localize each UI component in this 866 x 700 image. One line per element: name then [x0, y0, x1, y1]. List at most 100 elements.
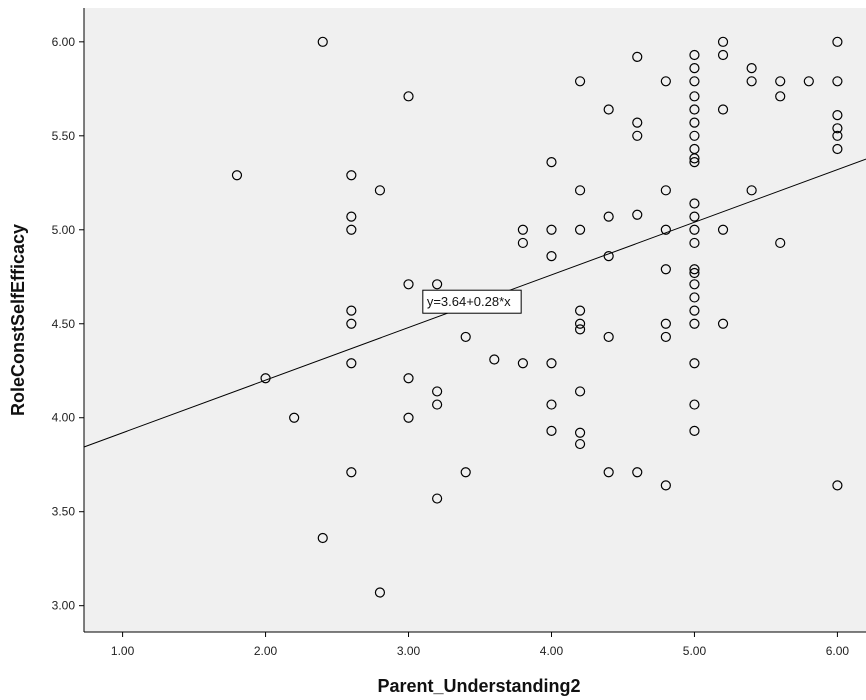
data-point: [574, 318, 586, 329]
data-point: [574, 386, 586, 397]
data-point: [546, 224, 557, 235]
x-tick-label: 4.00: [540, 644, 564, 658]
data-point: [660, 224, 671, 235]
data-point: [660, 76, 671, 87]
axes-layer: [83, 8, 866, 633]
data-point: [660, 185, 671, 196]
y-axis-title: RoleConstSelfEfficacy: [8, 224, 28, 416]
plot-background: [84, 8, 866, 632]
data-point: [775, 91, 786, 102]
y-tick-label: 4.50: [52, 317, 76, 331]
data-point: [574, 427, 586, 438]
data-point: [632, 467, 643, 478]
data-point: [603, 104, 614, 115]
data-point: [689, 318, 700, 329]
x-ticks: 1.00 2.00 3.00 4.00 5.00 6.00: [111, 632, 849, 658]
y-tick-label: 3.00: [52, 599, 76, 613]
data-point: [346, 224, 357, 235]
data-point: [603, 250, 614, 262]
x-tick-label: 5.00: [683, 644, 707, 658]
data-point: [403, 412, 414, 423]
data-point: [346, 305, 357, 316]
data-point: [803, 76, 814, 87]
data-point: [689, 292, 700, 303]
data-point: [574, 76, 586, 87]
data-point: [546, 157, 557, 168]
data-point: [403, 91, 414, 102]
points-layer: [231, 36, 843, 598]
data-point: [546, 399, 557, 410]
data-point: [717, 224, 729, 235]
data-point: [689, 76, 700, 87]
data-point: [603, 467, 614, 478]
fit-equation-box: [422, 289, 522, 314]
data-point: [717, 36, 729, 47]
data-point: [574, 185, 586, 196]
data-point: [775, 76, 786, 87]
data-point: [546, 425, 557, 436]
data-point: [689, 267, 700, 279]
data-point: [632, 117, 643, 128]
data-point: [574, 438, 586, 450]
data-point: [832, 143, 843, 155]
data-point: [632, 51, 643, 62]
data-point: [689, 63, 700, 74]
data-point: [689, 49, 700, 61]
data-point: [317, 36, 328, 47]
data-point: [689, 237, 700, 249]
data-point: [632, 130, 643, 141]
data-point: [832, 36, 843, 47]
data-point: [346, 318, 357, 329]
data-point: [517, 224, 528, 235]
data-point: [603, 211, 614, 222]
data-point: [432, 493, 443, 504]
data-point: [689, 91, 700, 102]
data-point: [603, 331, 614, 343]
data-point: [432, 386, 443, 397]
y-ticks: 3.00 3.50 4.00 4.50 5.00 5.50 6.00: [52, 35, 84, 613]
data-point: [346, 358, 357, 369]
y-tick-label: 4.00: [52, 411, 76, 425]
data-point: [660, 480, 671, 491]
data-point: [260, 373, 271, 384]
x-tick-label: 2.00: [254, 644, 278, 658]
x-tick-label: 1.00: [111, 644, 135, 658]
data-point: [374, 587, 386, 598]
data-point: [460, 467, 471, 478]
y-tick-label: 5.50: [52, 129, 76, 143]
data-point: [689, 224, 700, 235]
data-point: [746, 185, 757, 196]
data-point: [317, 532, 328, 544]
data-point: [746, 76, 757, 87]
data-point: [574, 224, 586, 235]
data-point: [689, 399, 700, 410]
data-point: [746, 63, 757, 74]
data-point: [517, 358, 528, 369]
data-point: [689, 279, 700, 290]
data-point: [689, 130, 700, 141]
data-point: [689, 198, 700, 209]
data-point: [717, 104, 729, 115]
y-tick-label: 5.00: [52, 223, 76, 237]
data-point: [403, 373, 414, 384]
data-point: [460, 331, 471, 343]
data-point: [717, 318, 729, 329]
y-tick-label: 6.00: [52, 35, 76, 49]
data-point: [517, 237, 528, 249]
data-point: [689, 117, 700, 128]
data-point: [689, 153, 700, 164]
data-point: [660, 264, 671, 275]
data-point: [374, 185, 386, 196]
data-point: [832, 480, 843, 491]
data-point: [689, 157, 700, 168]
data-point: [689, 264, 700, 275]
data-point: [432, 279, 443, 290]
data-point: [832, 110, 843, 121]
data-point: [546, 250, 557, 262]
data-point: [574, 305, 586, 316]
data-point: [689, 104, 700, 115]
x-tick-label: 6.00: [826, 644, 850, 658]
fit-equation-layer: y=3.64+0.28*x: [422, 289, 522, 314]
x-axis-title: Parent_Understanding2: [377, 676, 580, 696]
